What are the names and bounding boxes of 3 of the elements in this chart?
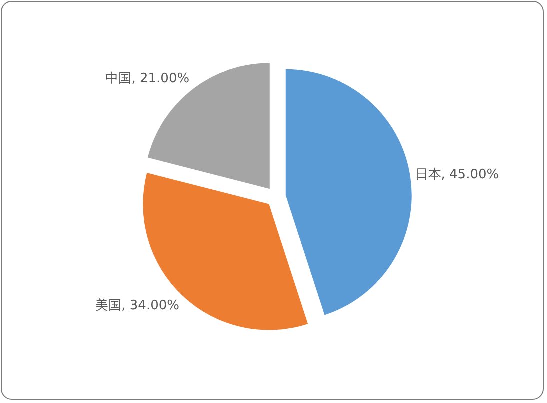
slice-label: 日本, 45.00% (415, 167, 500, 182)
slice-label: 中国, 21.00% (106, 71, 190, 86)
slice-label: 美国, 34.00% (96, 298, 180, 314)
